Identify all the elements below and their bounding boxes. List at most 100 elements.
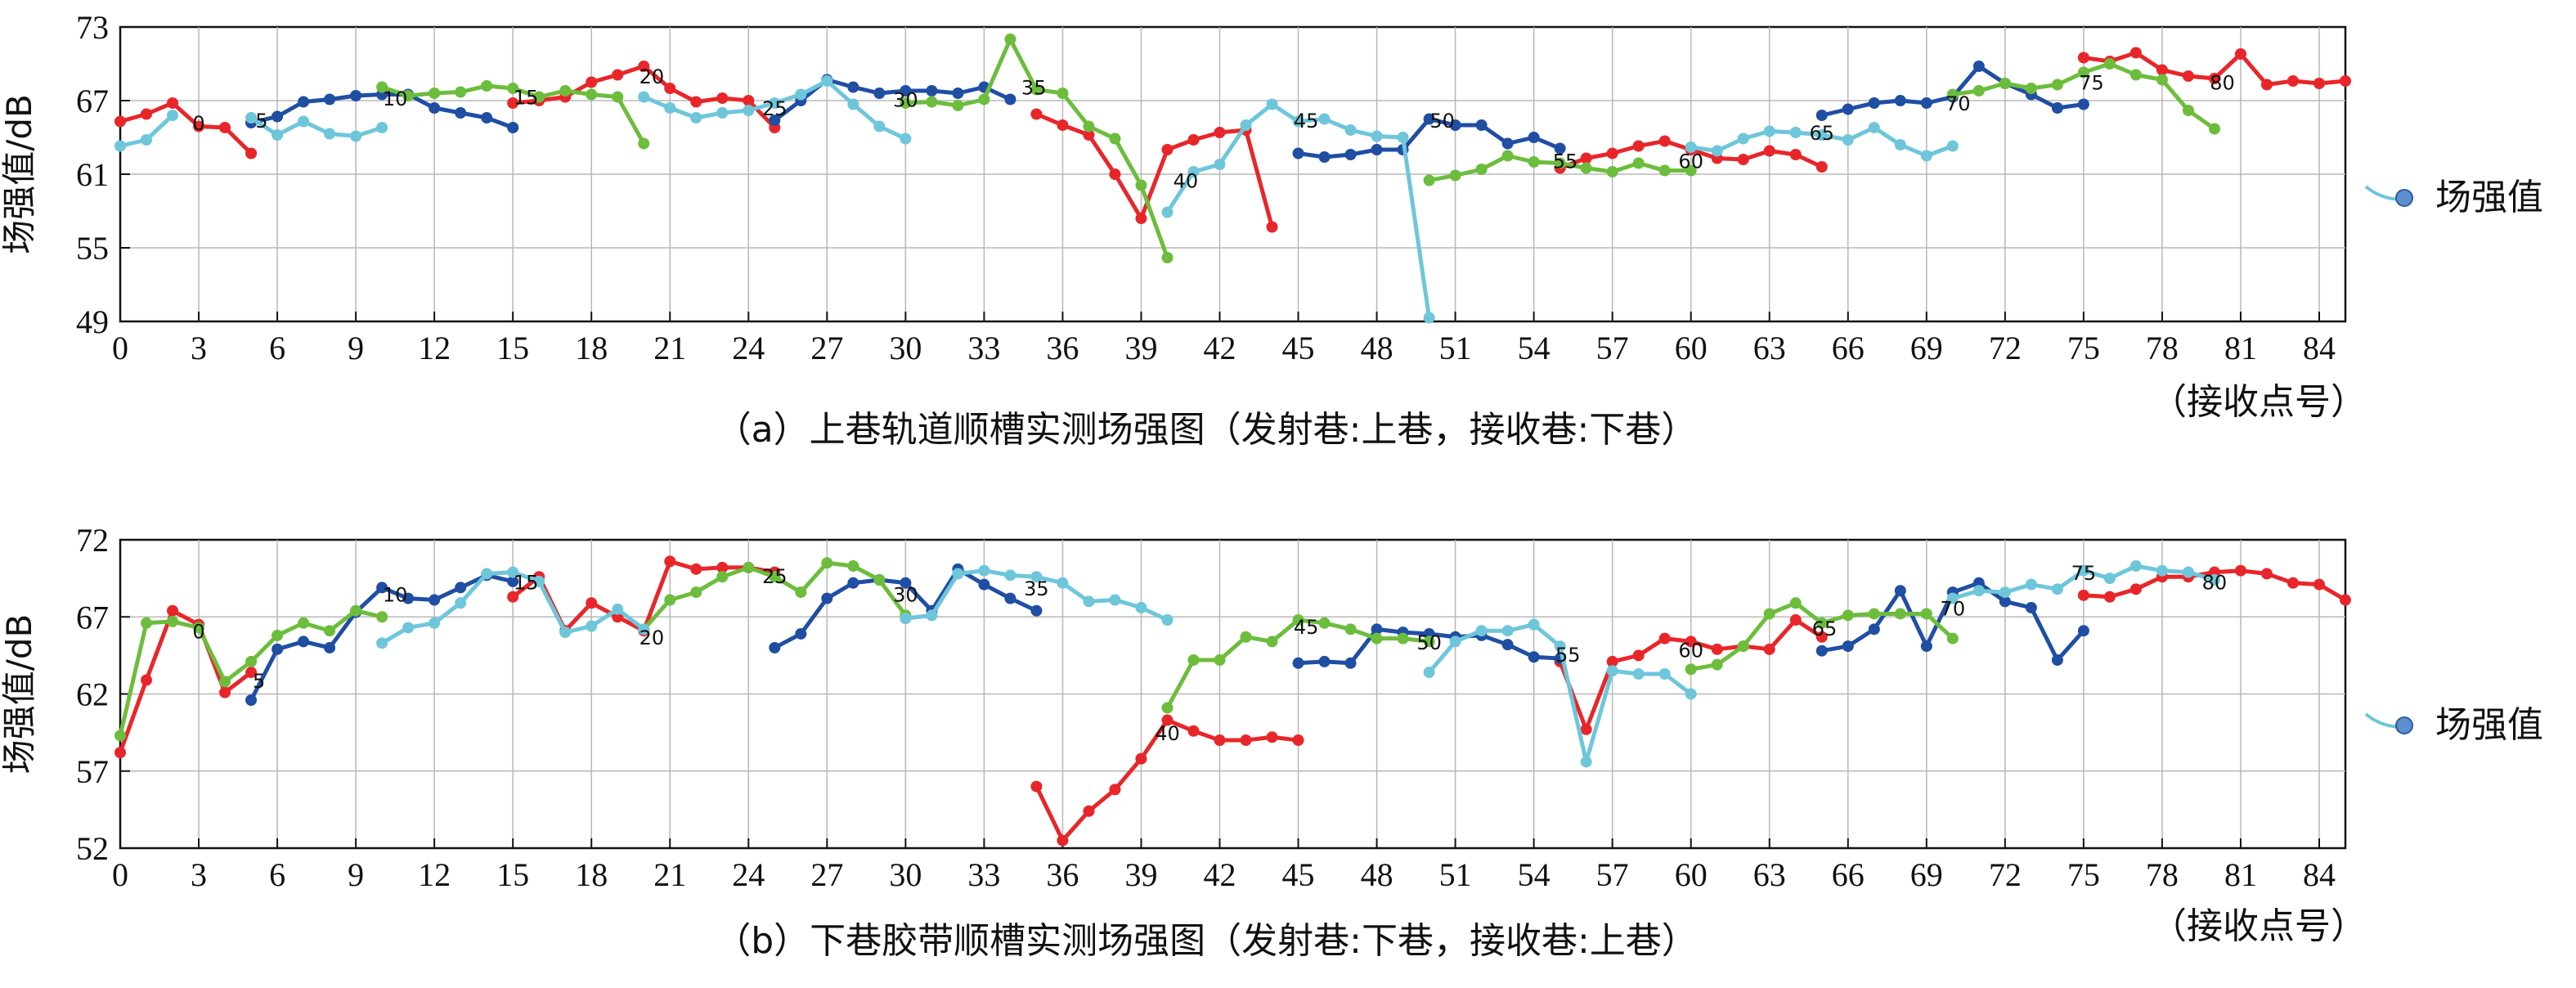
panel-a-data-point (1371, 144, 1383, 155)
panel-a-x-tick-label: 27 (810, 330, 843, 366)
panel-b-data-point (272, 643, 284, 655)
panel-b-data-point (376, 637, 388, 649)
panel-a-x-tick-label: 69 (1910, 330, 1943, 366)
panel-b-data-point (2077, 625, 2089, 637)
panel-b-data-point (1763, 608, 1775, 620)
panel-b-x-tick-label: 15 (496, 856, 529, 893)
panel-b-x-tick-label: 18 (575, 856, 608, 893)
panel-a-data-point (2156, 74, 2168, 86)
panel-b-data-point (821, 557, 833, 569)
panel-a-data-point (245, 147, 258, 159)
panel-b-data-point (612, 603, 624, 615)
panel-b-data-point (193, 622, 205, 634)
panel-a-legend-label: 场强值 (2435, 177, 2543, 218)
panel-a-x-tick-label: 57 (1596, 330, 1629, 366)
panel-a-data-point (1632, 157, 1645, 169)
panel-b-data-point (1318, 655, 1331, 667)
panel-b-x-tick-label: 33 (967, 856, 1000, 893)
panel-b-data-point (1737, 640, 1749, 653)
panel-b-legend: 场强值 (2364, 704, 2543, 746)
panel-a-data-point (926, 96, 938, 108)
panel-a-x-tick-label: 72 (1989, 330, 2022, 366)
panel-b-data-point (1946, 592, 1959, 604)
panel-a-data-point (193, 120, 205, 132)
panel-b-data-point (324, 625, 336, 637)
panel-a-data-point (1475, 119, 1488, 131)
panel-a-point-annotation: 45 (1294, 110, 1319, 132)
panel-a-data-point (1711, 145, 1723, 157)
panel-a-data-point (1685, 164, 1697, 177)
panel-b-y-axis-label: 场强值/dB (0, 614, 39, 775)
panel-a-data-point (873, 120, 886, 132)
panel-a-x-tick-label: 42 (1203, 330, 1236, 366)
panel-a-data-point (2129, 47, 2142, 59)
panel-a-data-point (507, 122, 519, 133)
panel-a-data-point (429, 102, 441, 114)
panel-a-data-point (2077, 98, 2089, 110)
panel-b-data-point (1292, 657, 1304, 669)
panel-b-x-tick-label: 3 (191, 856, 207, 893)
panel-b-series-green (114, 557, 1959, 742)
panel-b-data-point (298, 635, 310, 648)
panel-a-data-point (664, 83, 676, 94)
panel-b-data-point (716, 571, 729, 583)
panel-a-x-tick-label: 39 (1124, 330, 1157, 366)
panel-b-data-point (1606, 655, 1618, 667)
panel-b-point-annotation: 0 (192, 621, 204, 644)
panel-a-y-tick-label: 67 (76, 83, 109, 119)
panel-a-point-annotation: 40 (1174, 170, 1199, 193)
panel-a-x-tick-label: 24 (732, 330, 765, 366)
panel-a-data-point (586, 76, 598, 88)
panel-b-data-point (2025, 578, 2037, 591)
panel-a-legend-marker (2395, 189, 2413, 207)
panel-b-series-blue (245, 563, 2089, 707)
panel-a-data-point (795, 88, 807, 101)
panel-b-data-point (1240, 631, 1252, 643)
panel-b-point-annotation: 20 (640, 626, 665, 649)
panel-a-data-point (376, 81, 388, 93)
panel-b-data-point (1292, 734, 1304, 747)
panel-b-data-point (141, 674, 153, 686)
panel-a-data-point (952, 88, 964, 99)
panel-b-data-point (1842, 609, 1854, 622)
panel-a-data-point (1030, 108, 1043, 120)
panel-b-point-annotation: 10 (383, 583, 408, 606)
panel-b-data-point (272, 629, 284, 641)
panel-a-data-point (1606, 166, 1618, 177)
panel-a-data-point (1318, 151, 1331, 163)
panel-a-x-tick-label: 84 (2303, 330, 2336, 366)
panel-a-x-tick-label: 60 (1675, 330, 1708, 366)
panel-b-x-tick-label: 51 (1439, 856, 1472, 893)
panel-b-point-annotation: 35 (1024, 577, 1049, 600)
panel-b-y-tick-label: 67 (76, 599, 109, 635)
panel-a-data-point (1972, 61, 1985, 72)
panel-b-data-point (1083, 595, 1095, 608)
panel-b-data-point (821, 592, 833, 604)
panel-b-data-point (638, 623, 650, 635)
panel-b-data-point (1161, 614, 1174, 626)
panel-b-data-point (429, 617, 441, 629)
panel-b-data-point (1214, 734, 1226, 747)
panel-a-data-point (847, 81, 859, 93)
panel-a-point-annotation: 75 (2079, 72, 2104, 95)
panel-a-data-point (219, 122, 231, 133)
panel-a-x-axis-label: （接收点号） (2151, 381, 2367, 423)
panel-b-data-point (1632, 667, 1645, 680)
panel-a-data-point (690, 112, 702, 124)
panel-a-data-point (350, 90, 362, 101)
panel-b-data-point (219, 676, 231, 688)
panel-b-data-point (1109, 594, 1121, 606)
panel-b-data-point (1161, 702, 1174, 714)
panel-b-series-cyan (376, 560, 2220, 768)
panel-b-data-point (1501, 625, 1514, 637)
panel-a-point-annotation: 35 (1021, 77, 1047, 100)
panel-a-x-tick-label: 81 (2224, 330, 2257, 366)
panel-b-data-point (2208, 574, 2220, 586)
panel-b-data-point (1292, 614, 1304, 626)
panel-b-data-point (1030, 571, 1043, 583)
panel-a-point-annotation: 15 (514, 87, 539, 110)
panel-b-data-point (978, 578, 990, 591)
panel-b-data-point (376, 582, 388, 594)
panel-a-data-point (821, 75, 833, 87)
panel-b-data-point (114, 730, 126, 742)
